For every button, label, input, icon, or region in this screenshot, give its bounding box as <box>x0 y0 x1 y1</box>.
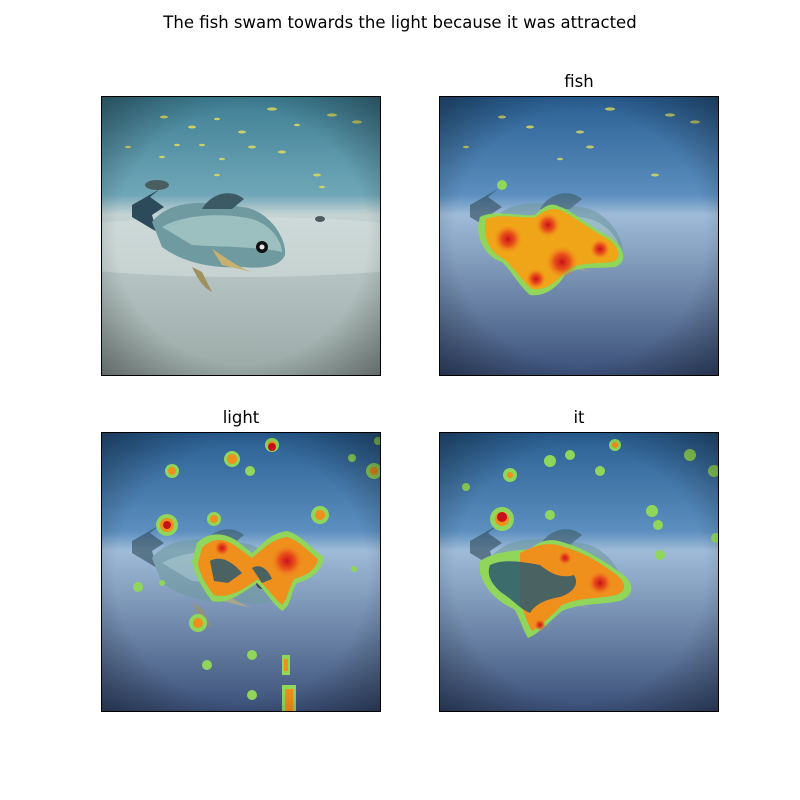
original-image <box>101 96 381 376</box>
panel-original <box>101 96 381 376</box>
panel-fish: fish <box>439 72 719 376</box>
panel-light: light <box>101 408 381 712</box>
heatmap-fish <box>439 96 719 376</box>
figure-title: The fish swam towards the light because … <box>163 13 637 32</box>
heatmap-light <box>101 432 381 712</box>
panel-title-light: light <box>222 408 260 427</box>
panel-title-fish: fish <box>564 72 594 91</box>
heatmap-it <box>439 432 719 712</box>
panel-it: it <box>439 408 719 712</box>
panel-title-it: it <box>573 408 585 427</box>
